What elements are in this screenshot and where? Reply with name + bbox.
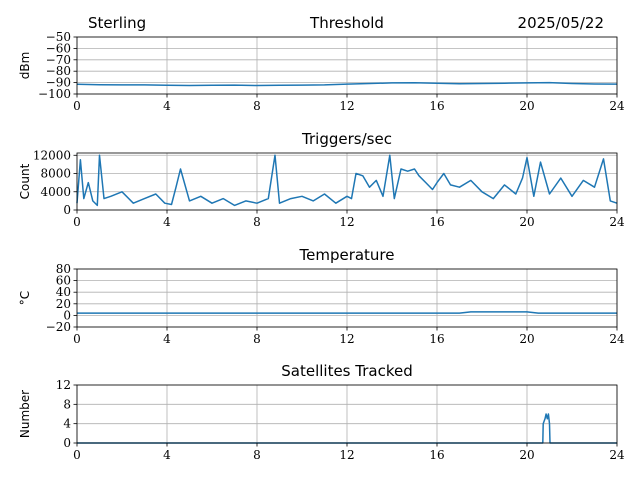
temperature-xtick-label-3: 12: [339, 332, 354, 346]
triggers-ylabel: Count: [18, 163, 32, 199]
triggers-xtick-label-0: 0: [73, 215, 81, 229]
satellites-xtick-label-0: 0: [73, 448, 81, 462]
triggers-series-line-0: [76, 154, 618, 207]
threshold-ylabel: dBm: [18, 52, 32, 80]
threshold-xtick-label-1: 4: [163, 99, 171, 113]
threshold-ytick-label-0: −100: [38, 87, 71, 101]
triggers-title: Triggers/sec: [301, 130, 392, 148]
satellites-ytick-label-0: 0: [63, 436, 71, 450]
temperature-ylabel: °C: [18, 291, 32, 305]
satellites-xtick-label-3: 12: [339, 448, 354, 462]
temperature-xtick-label-4: 16: [429, 332, 444, 346]
temperature-ytick-label-2: 20: [56, 297, 71, 311]
temperature-ytick-label-1: 0: [63, 308, 71, 322]
threshold-ytick-label-2: −80: [46, 64, 71, 78]
temperature-ytick-label-5: 80: [56, 262, 71, 276]
satellites-ytick-label-1: 4: [63, 417, 71, 431]
threshold-title: Threshold: [309, 14, 384, 32]
satellites-xtick-label-4: 16: [429, 448, 444, 462]
temperature-xtick-label-1: 4: [163, 332, 171, 346]
chart-panels: 0 4 8 12 16 20 24 −100−90−80−70−60−50 Threshold d…: [18, 14, 625, 462]
satellites-panel: 0 4 8 12 16 20 24 0 4 8 12 Satellites Tracked Number: [18, 362, 625, 462]
temperature-ytick-label-0: −20: [46, 320, 71, 334]
satellites-title: Satellites Tracked: [281, 362, 412, 380]
temperature-title: Temperature: [298, 246, 394, 264]
satellites-xtick-label-2: 8: [253, 448, 261, 462]
satellites-xtick-label-6: 24: [609, 448, 625, 462]
temperature-xtick-label-6: 24: [609, 332, 625, 346]
threshold-xtick-label-0: 0: [73, 99, 81, 113]
threshold-xtick-label-5: 20: [519, 99, 534, 113]
temperature-ytick-label-3: 40: [56, 285, 71, 299]
triggers-xtick-label-1: 4: [163, 215, 171, 229]
threshold-xtick-label-2: 8: [253, 99, 261, 113]
triggers-ytick-label-2: 8000: [40, 167, 71, 181]
triggers-xtick-label-3: 12: [339, 215, 354, 229]
satellites-ylabel: Number: [18, 390, 32, 438]
satellites-series-line-0: [77, 413, 617, 444]
threshold-xtick-label-6: 24: [609, 99, 625, 113]
threshold-ytick-label-4: −60: [46, 41, 71, 55]
temperature-xtick-label-2: 8: [253, 332, 261, 346]
satellites-ytick-label-3: 12: [56, 378, 71, 392]
triggers-xtick-label-6: 24: [609, 215, 625, 229]
triggers-xtick-label-2: 8: [253, 215, 261, 229]
triggers-xtick-label-4: 16: [429, 215, 444, 229]
threshold-ytick-label-3: −70: [46, 53, 71, 67]
temperature-series-line-0: [77, 311, 617, 314]
threshold-xtick-label-4: 16: [429, 99, 444, 113]
temperature-xtick-label-0: 0: [73, 332, 81, 346]
threshold-xtick-label-3: 12: [339, 99, 354, 113]
triggers-ytick-label-3: 12000: [33, 148, 71, 162]
threshold-panel: 0 4 8 12 16 20 24 −100−90−80−70−60−50 Threshold d…: [18, 14, 625, 113]
temperature-xtick-label-5: 20: [519, 332, 534, 346]
satellites-ytick-label-2: 8: [63, 397, 71, 411]
triggers-panel: 0 4 8 12 16 20 24 0 4000 8000 12000 Triggers/sec Cou…: [18, 130, 625, 229]
temperature-ytick-label-4: 60: [56, 274, 71, 288]
site-label: Sterling: [88, 14, 146, 32]
triggers-ytick-label-0: 0: [63, 203, 71, 217]
satellites-xtick-label-5: 20: [519, 448, 534, 462]
satellites-xtick-label-1: 4: [163, 448, 171, 462]
triggers-ytick-label-1: 4000: [40, 185, 71, 199]
date-label: 2025/05/22: [518, 14, 604, 32]
threshold-ytick-label-5: −50: [46, 30, 71, 44]
threshold-series-line-0: [76, 81, 618, 87]
triggers-xtick-label-5: 20: [519, 215, 534, 229]
threshold-ytick-label-1: −90: [46, 76, 71, 90]
